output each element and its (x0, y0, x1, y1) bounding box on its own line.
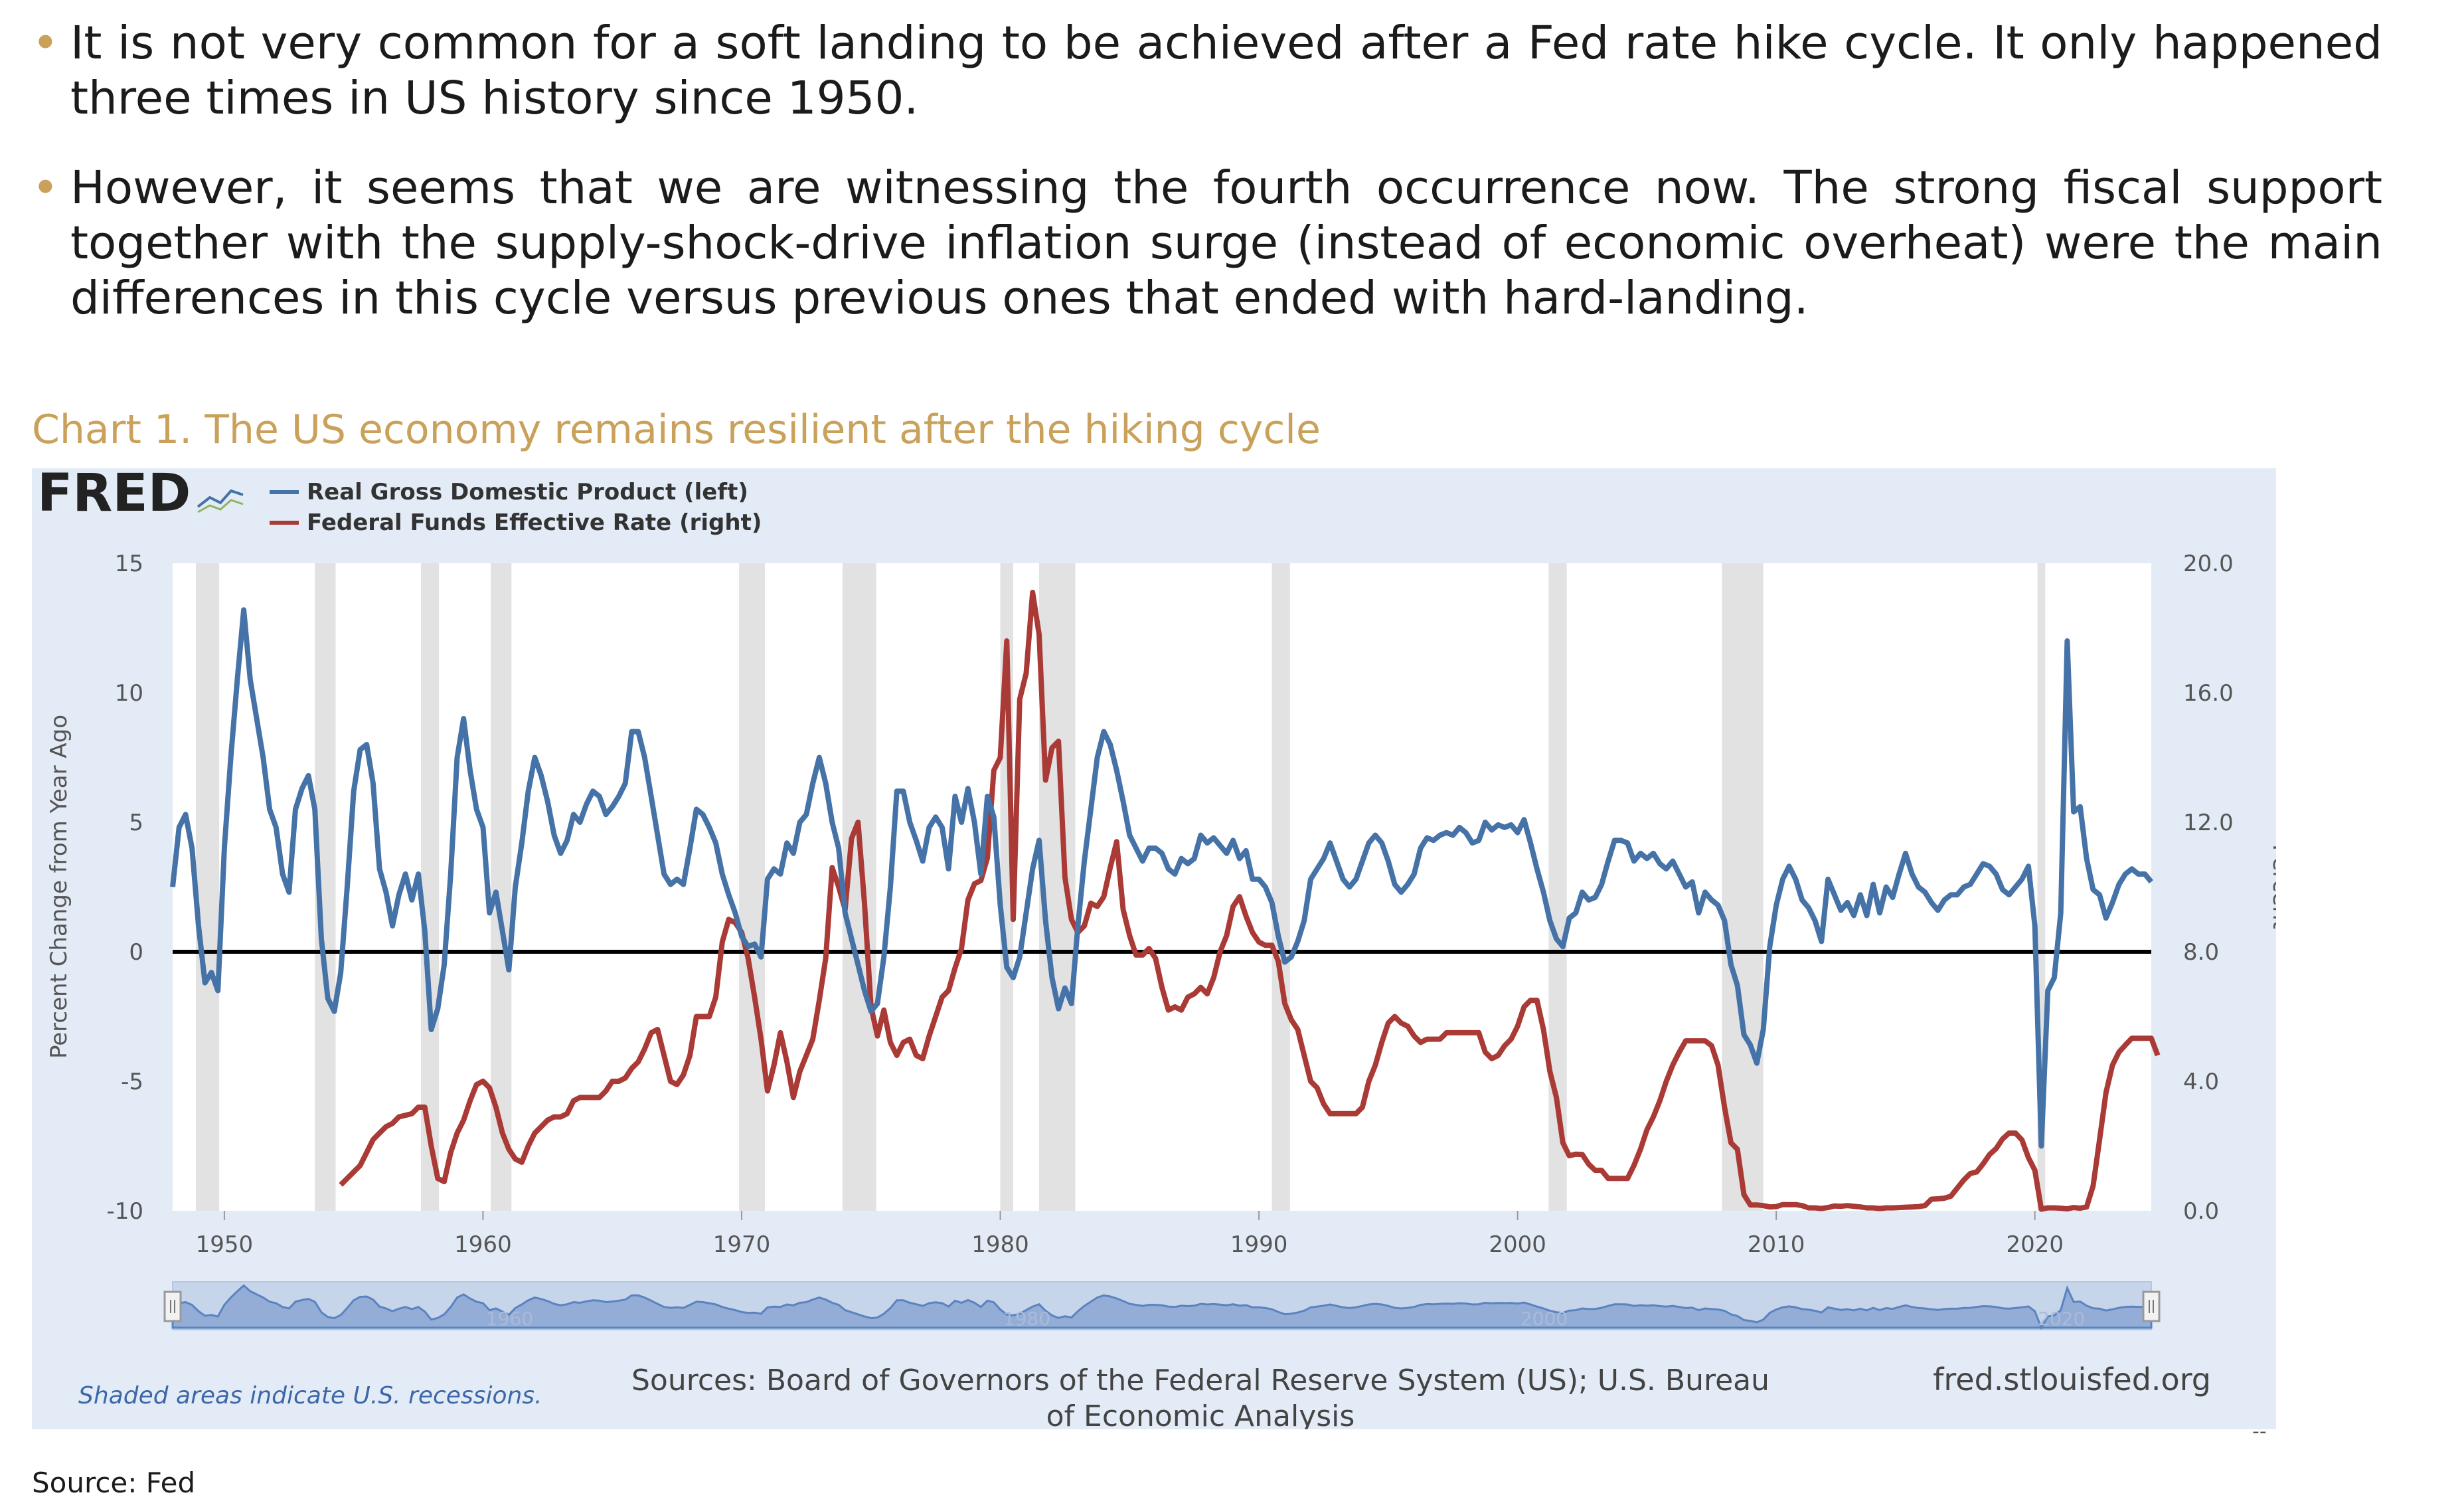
navigator-tick-label: 2000 (1520, 1308, 1568, 1330)
bullet-dot-icon: • (32, 17, 59, 70)
y-tick-label-left: -10 (106, 1198, 143, 1225)
bullet-dot-icon: • (32, 161, 59, 215)
y-axis-right: 0.0 4.0 8.0 12.0 16.0 20.0 (2183, 551, 2234, 1225)
sources-line-1: Sources: Board of Governors of the Feder… (631, 1364, 1769, 1397)
recession-note: Shaded areas indicate U.S. recessions. (78, 1382, 542, 1409)
y-tick-label-right: 8.0 (2183, 939, 2219, 966)
plot-area (173, 563, 2151, 1211)
x-tick-label: 2010 (1748, 1231, 1805, 1258)
recession-band (739, 563, 766, 1211)
page-dash-mark: -- (2252, 1420, 2267, 1443)
y-tick-label-left: 10 (115, 680, 143, 707)
bullet-list: • It is not very common for a soft landi… (32, 16, 2382, 361)
navigator-tick-label: 1980 (1003, 1308, 1050, 1330)
x-tick-label: 1980 (971, 1231, 1029, 1258)
fred-logo-graph-icon (197, 489, 244, 513)
x-tick-label: 2000 (1489, 1231, 1546, 1258)
series-line-ffr[interactable] (339, 589, 2161, 1212)
recession-band (196, 563, 220, 1211)
range-navigator[interactable]: 1960 1980 2000 2020 (163, 1281, 2161, 1330)
y-tick-label-right: 4.0 (2183, 1069, 2219, 1095)
navigator-tick-label: 2020 (2038, 1308, 2085, 1330)
y-tick-label-left: 0 (129, 939, 143, 966)
x-tick-label: 1950 (196, 1231, 254, 1258)
recession-band (2037, 563, 2046, 1211)
y-axis-title-left: Percent Change from Year Ago (46, 715, 72, 1059)
x-grid (223, 1211, 2036, 1220)
bullet-text: However, it seems that we are witnessing… (70, 161, 2382, 325)
recession-band (1722, 563, 1764, 1211)
chart-caption: Chart 1. The US economy remains resilien… (32, 406, 1321, 453)
y-axis-left: -10 -5 0 5 10 15 (106, 551, 143, 1225)
fred-chart-panel: FRED Real Gross Domestic Product (left) … (32, 464, 2294, 1433)
legend: Real Gross Domestic Product (left) Feder… (270, 479, 762, 536)
series-line-gdp[interactable] (170, 607, 2154, 1149)
y-tick-label-left: 5 (129, 810, 143, 836)
navigator-series-area (171, 1284, 2153, 1330)
recession-band (420, 563, 440, 1211)
y-tick-label-right: 20.0 (2183, 551, 2234, 577)
y-tick-label-right: 12.0 (2183, 810, 2234, 836)
navigator-tick-label: 1960 (486, 1308, 533, 1330)
x-tick-label: 2020 (2006, 1231, 2064, 1258)
y-tick-label-right: 16.0 (2183, 680, 2234, 707)
chart-svg: FRED Real Gross Domestic Product (left) … (37, 464, 2294, 1433)
y-tick-label-right: 0.0 (2183, 1198, 2219, 1225)
legend-label-gdp[interactable]: Real Gross Domestic Product (left) (307, 479, 748, 505)
legend-label-ffr[interactable]: Federal Funds Effective Rate (right) (307, 509, 762, 536)
y-axis-title-right: Percent (2267, 844, 2276, 929)
recession-band (1272, 563, 1290, 1211)
x-axis: 1950 1960 1970 1980 1990 2000 2010 2020 (196, 1231, 2064, 1258)
sources-line-2: of Economic Analysis (1046, 1399, 1355, 1429)
fred-logo[interactable]: FRED (37, 464, 191, 523)
recession-band (491, 563, 512, 1211)
bullet-text: It is not very common for a soft landing… (70, 17, 2382, 125)
x-tick-label: 1970 (713, 1231, 771, 1258)
navigator-labels: 1960 1980 2000 2020 (486, 1308, 2086, 1330)
y-tick-label-left: -5 (121, 1069, 143, 1095)
y-tick-label-left: 15 (115, 551, 143, 577)
bullet-item: • It is not very common for a soft landi… (32, 16, 2382, 126)
fred-url-link[interactable]: fred.stlouisfed.org (1933, 1362, 2211, 1397)
navigator-handle-left[interactable] (163, 1290, 182, 1322)
x-tick-label: 1960 (454, 1231, 512, 1258)
navigator-handle-right[interactable] (2142, 1290, 2161, 1322)
bullet-item: • However, it seems that we are witnessi… (32, 161, 2382, 326)
source-note: Source: Fed (32, 1467, 196, 1499)
x-tick-label: 1990 (1230, 1231, 1288, 1258)
